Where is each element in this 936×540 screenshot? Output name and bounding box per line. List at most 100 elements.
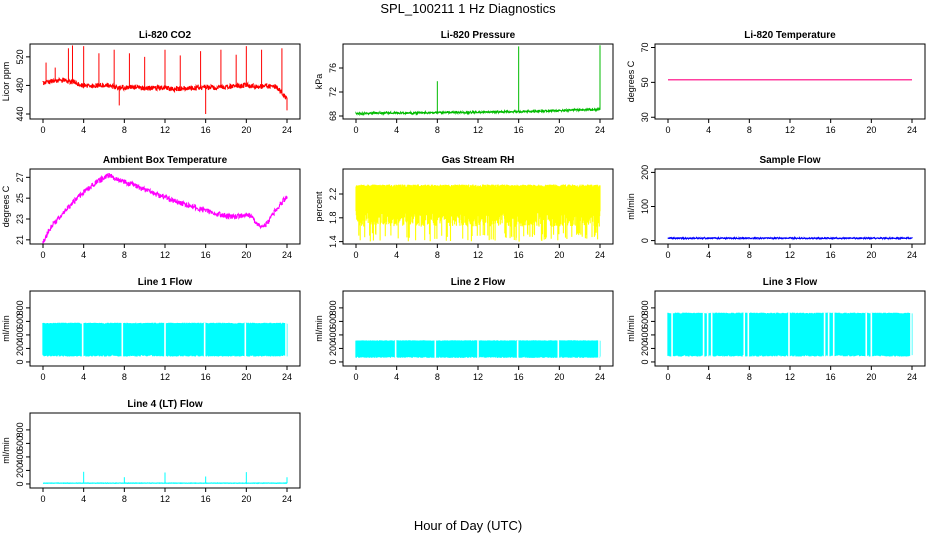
x-tick-label: 4 bbox=[706, 372, 711, 382]
x-tick-label: 0 bbox=[353, 372, 358, 382]
x-tick-label: 12 bbox=[473, 250, 483, 260]
x-tick-label: 0 bbox=[353, 125, 358, 135]
series-line bbox=[355, 340, 601, 358]
plot-box bbox=[342, 43, 614, 120]
panel-title: Line 2 Flow bbox=[451, 277, 506, 288]
x-tick-label: 0 bbox=[665, 372, 670, 382]
x-tick-label: 24 bbox=[907, 372, 917, 382]
rh-trace bbox=[355, 184, 601, 242]
x-tick-label: 16 bbox=[514, 372, 524, 382]
y-tick-label: 600 bbox=[15, 436, 25, 451]
y-tick-label: 0 bbox=[640, 238, 650, 243]
y-tick-label: 0 bbox=[15, 481, 25, 486]
x-tick-label: 0 bbox=[40, 250, 45, 260]
x-tick-label: 24 bbox=[282, 250, 292, 260]
x-tick-label: 16 bbox=[201, 494, 211, 504]
x-tick-label: 20 bbox=[554, 125, 564, 135]
x-tick-label: 20 bbox=[554, 372, 564, 382]
y-axis-label: degrees C bbox=[626, 60, 636, 102]
y-tick-label: 480 bbox=[15, 78, 25, 93]
y-tick-label: 70 bbox=[640, 42, 650, 52]
x-tick-label: 12 bbox=[160, 494, 170, 504]
x-tick-label: 0 bbox=[40, 372, 45, 382]
panel-5: Gas Stream RH percent 0 4 8 12 16 20 24 1.4 1.8 2.2 bbox=[314, 155, 614, 260]
panel-6: Sample Flow ml/min 0 4 8 12 16 20 24 0 100 200 bbox=[626, 155, 926, 260]
panel-title: Gas Stream RH bbox=[442, 155, 515, 166]
series-line bbox=[667, 235, 913, 241]
x-tick-label: 4 bbox=[706, 250, 711, 260]
y-tick-label: 68 bbox=[328, 111, 338, 121]
y-tick-label: 76 bbox=[328, 63, 338, 73]
x-tick-label: 12 bbox=[160, 250, 170, 260]
x-tick-label: 4 bbox=[394, 125, 399, 135]
x-tick-label: 8 bbox=[122, 250, 127, 260]
panel-4: Ambient Box Temperature degrees C 0 4 8 12 16 2… bbox=[1, 155, 301, 260]
series-trace bbox=[42, 76, 288, 100]
y-tick-label: 0 bbox=[640, 359, 650, 364]
x-tick-label: 4 bbox=[394, 372, 399, 382]
series-trace bbox=[667, 235, 913, 241]
panel-8: Line 2 Flow ml/min 0 4 8 12 16 20 24 0 20040060080… bbox=[314, 277, 614, 382]
series-line bbox=[355, 45, 601, 117]
series-trace bbox=[42, 172, 288, 244]
y-tick-label: 520 bbox=[15, 49, 25, 64]
x-tick-label: 12 bbox=[785, 125, 795, 135]
y-tick-label: 200 bbox=[15, 341, 25, 356]
y-axis-label: kPa bbox=[314, 74, 324, 90]
panel-10: Line 4 (LT) Flow ml/min 0 4 8 12 16 20 24 0 200400… bbox=[1, 399, 301, 504]
y-axis-label: Licor ppm bbox=[1, 62, 11, 102]
x-tick-label: 8 bbox=[122, 494, 127, 504]
y-tick-label: 200 bbox=[328, 341, 338, 356]
x-tick-label: 4 bbox=[81, 372, 86, 382]
x-tick-label: 4 bbox=[81, 250, 86, 260]
y-tick-label: 23 bbox=[15, 214, 25, 224]
x-tick-label: 0 bbox=[40, 494, 45, 504]
series-line bbox=[355, 184, 601, 242]
x-tick-label: 20 bbox=[241, 250, 251, 260]
y-tick-label: 440 bbox=[15, 106, 25, 121]
x-tick-label: 12 bbox=[785, 372, 795, 382]
y-axis-label: ml/min bbox=[1, 315, 11, 342]
x-tick-label: 20 bbox=[241, 494, 251, 504]
panel-title: Line 1 Flow bbox=[138, 277, 193, 288]
x-tick-label: 16 bbox=[514, 250, 524, 260]
plot-box bbox=[654, 43, 926, 120]
x-tick-label: 12 bbox=[160, 372, 170, 382]
panel-title: Li-820 Pressure bbox=[441, 30, 516, 41]
y-tick-label: 800 bbox=[15, 300, 25, 315]
y-tick-label: 200 bbox=[15, 463, 25, 478]
x-tick-label: 8 bbox=[435, 372, 440, 382]
y-tick-label: 30 bbox=[640, 112, 650, 122]
y-tick-label: 72 bbox=[328, 87, 338, 97]
y-tick-label: 800 bbox=[640, 300, 650, 315]
x-tick-label: 8 bbox=[747, 250, 752, 260]
x-tick-label: 24 bbox=[282, 494, 292, 504]
x-tick-label: 12 bbox=[160, 125, 170, 135]
x-tick-label: 16 bbox=[514, 125, 524, 135]
series-line bbox=[42, 172, 288, 244]
x-tick-label: 12 bbox=[785, 250, 795, 260]
x-tick-label: 4 bbox=[706, 125, 711, 135]
x-tick-label: 8 bbox=[122, 372, 127, 382]
y-axis-label: ml/min bbox=[1, 437, 11, 464]
y-axis-label: ml/min bbox=[626, 315, 636, 342]
y-tick-label: 1.4 bbox=[328, 235, 338, 248]
x-tick-label: 24 bbox=[282, 125, 292, 135]
y-tick-label: 400 bbox=[15, 449, 25, 464]
y-tick-label: 600 bbox=[15, 314, 25, 329]
x-tick-label: 24 bbox=[595, 372, 605, 382]
y-axis-label: ml/min bbox=[626, 193, 636, 220]
panel-7: Line 1 Flow ml/min 0 4 8 12 16 20 24 0 20040060080… bbox=[1, 277, 301, 382]
y-tick-label: 27 bbox=[15, 172, 25, 182]
x-tick-label: 24 bbox=[907, 250, 917, 260]
y-axis-label: ml/min bbox=[314, 315, 324, 342]
x-tick-label: 16 bbox=[201, 372, 211, 382]
x-tick-label: 24 bbox=[595, 250, 605, 260]
x-tick-label: 12 bbox=[473, 372, 483, 382]
flow-trace bbox=[42, 322, 288, 357]
x-tick-label: 4 bbox=[81, 125, 86, 135]
x-tick-label: 0 bbox=[40, 125, 45, 135]
x-tick-label: 20 bbox=[241, 372, 251, 382]
panel-title: Li-820 CO2 bbox=[139, 30, 192, 41]
